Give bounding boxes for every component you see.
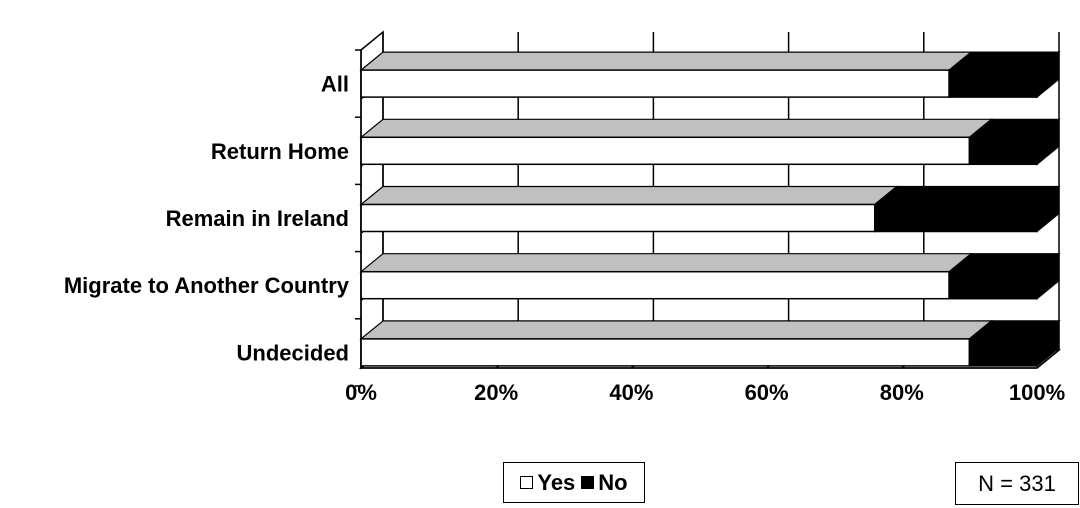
bar-end-undecided [1036,319,1060,368]
bar-yes-all [360,69,950,98]
bar-no-migrate-to-another-country [948,270,1038,300]
legend-label-no: No [598,469,628,495]
bar-yes-top-return-home [359,118,994,138]
legend: Yes No [503,462,645,503]
legend-item-no: No [581,469,628,496]
category-label-migrate-to-another-country: Migrate to Another Country [64,273,350,298]
category-label-remain-in-ireland: Remain in Ireland [166,206,349,231]
bar-yes-top-remain-in-ireland [359,185,899,206]
bar-end-migrate-to-another-country [1036,252,1060,300]
axes [355,49,1037,387]
bar-yes-top-migrate-to-another-country [359,253,973,273]
tick-labels: 0% 20% 40% 60% 80% 100% [345,380,1065,405]
category-label-undecided: Undecided [237,340,349,365]
legend-swatch-no [581,476,595,489]
category-label-all: All [321,72,349,97]
bar-end-remain-in-ireland [1036,185,1060,233]
x-tick-label-60: 60% [745,380,789,405]
bar-yes-remain-in-ireland [360,203,876,233]
legend-label-yes: Yes [537,469,576,495]
bar-yes-return-home [360,136,971,166]
bar-end-return-home [1036,118,1060,166]
bar-chart: All Return Home Remain in Ireland Migrate t… [64,30,1065,405]
bar-yes-undecided [360,338,971,367]
x-tick-label-100: 100% [1009,380,1065,405]
category-label-return-home: Return Home [211,139,349,164]
category-labels: All Return Home Remain in Ireland Migrate t… [64,72,350,366]
bar-yes-top-all [359,51,973,71]
legend-item-yes: Yes [520,470,575,496]
sample-size-annotation: N = 331 [955,462,1079,505]
bar-no-return-home [968,136,1038,166]
bar-yes-top-undecided [359,320,994,340]
x-tick-label-40: 40% [609,380,653,405]
bar-series [359,50,1061,368]
legend-swatch-yes [520,476,534,489]
bar-no-top-remain-in-ireland [873,185,1061,206]
floor-gridline [1036,349,1060,369]
x-tick-label-0: 0% [345,380,377,405]
bar-no-undecided [968,338,1038,367]
bar-no-remain-in-ireland [874,203,1038,233]
bar-end-all [1036,50,1060,99]
x-tick-label-20: 20% [474,380,518,405]
bar-no-all [948,69,1038,98]
x-tick-label-80: 80% [880,380,924,405]
bar-yes-migrate-to-another-country [360,270,950,300]
